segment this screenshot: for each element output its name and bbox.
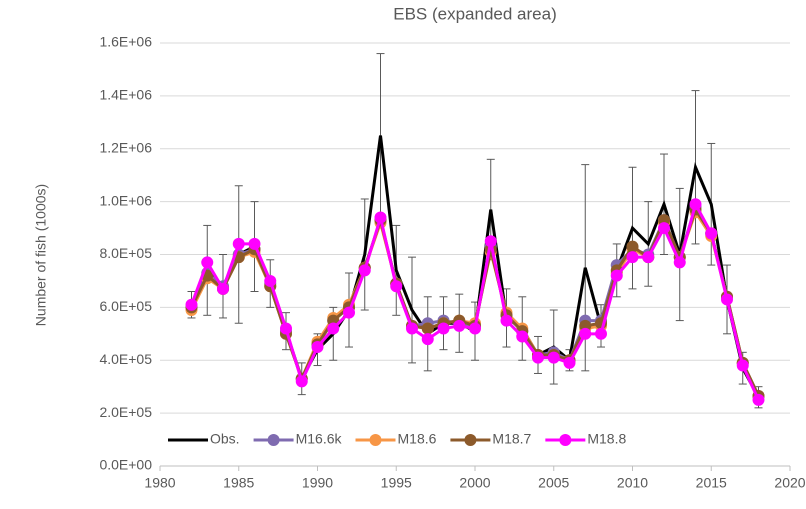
- legend-marker: [369, 434, 382, 446]
- point: [469, 322, 481, 335]
- point: [736, 359, 749, 372]
- point: [421, 333, 434, 346]
- y-tick-label: 1.6E+06: [99, 34, 152, 50]
- x-tick-label: 1995: [381, 475, 412, 491]
- point: [705, 227, 718, 240]
- point: [374, 211, 387, 224]
- point: [201, 256, 214, 269]
- point: [752, 393, 765, 406]
- legend-label: M18.6: [398, 431, 437, 447]
- legend-marker: [267, 434, 280, 446]
- y-tick-label: 8.0E+05: [99, 245, 152, 261]
- legend-label: Obs.: [210, 431, 240, 447]
- point: [390, 280, 403, 293]
- point: [610, 269, 623, 282]
- point: [327, 322, 340, 335]
- point: [232, 237, 245, 250]
- y-tick-label: 1.4E+06: [99, 87, 152, 103]
- point: [437, 322, 450, 335]
- point: [595, 327, 607, 340]
- point: [358, 264, 371, 277]
- y-tick-label: 2.0E+05: [99, 404, 152, 420]
- point: [295, 375, 308, 388]
- point: [280, 322, 292, 335]
- point: [500, 314, 513, 327]
- legend-marker: [464, 434, 477, 446]
- x-tick-label: 2015: [696, 475, 727, 491]
- y-tick-label: 1.0E+06: [99, 192, 152, 208]
- chart-title: EBS (expanded area): [393, 4, 557, 23]
- point: [673, 256, 686, 269]
- point: [185, 298, 198, 311]
- legend-label: M16.6k: [296, 431, 343, 447]
- point: [642, 251, 655, 264]
- point: [343, 306, 355, 319]
- point: [658, 222, 670, 235]
- point: [421, 322, 434, 335]
- y-tick-label: 4.0E+05: [99, 351, 152, 367]
- point: [217, 282, 229, 295]
- point: [532, 351, 544, 364]
- x-tick-label: 1985: [223, 475, 254, 491]
- x-tick-label: 2020: [774, 475, 805, 491]
- y-axis-label: Number of fish (1000s): [33, 184, 49, 326]
- point: [264, 274, 277, 287]
- x-tick-label: 2005: [538, 475, 569, 491]
- x-tick-label: 1980: [144, 475, 175, 491]
- y-tick-label: 6.0E+05: [99, 298, 152, 314]
- point: [248, 237, 261, 250]
- legend-marker: [559, 434, 572, 446]
- y-tick-label: 0.0E+00: [99, 457, 152, 473]
- x-tick-label: 2000: [459, 475, 490, 491]
- point: [626, 251, 639, 264]
- point: [547, 351, 560, 364]
- point: [579, 327, 592, 340]
- x-tick-label: 2010: [617, 475, 648, 491]
- x-tick-label: 1990: [302, 475, 333, 491]
- legend-label: M18.7: [492, 431, 531, 447]
- point: [721, 293, 733, 306]
- point: [406, 322, 418, 335]
- y-tick-label: 1.2E+06: [99, 139, 152, 155]
- point: [563, 356, 576, 369]
- point: [516, 330, 529, 343]
- point: [311, 341, 324, 354]
- point: [484, 235, 497, 248]
- legend-label: M18.8: [587, 431, 626, 447]
- point: [626, 240, 639, 253]
- point: [453, 319, 466, 332]
- point: [689, 198, 702, 211]
